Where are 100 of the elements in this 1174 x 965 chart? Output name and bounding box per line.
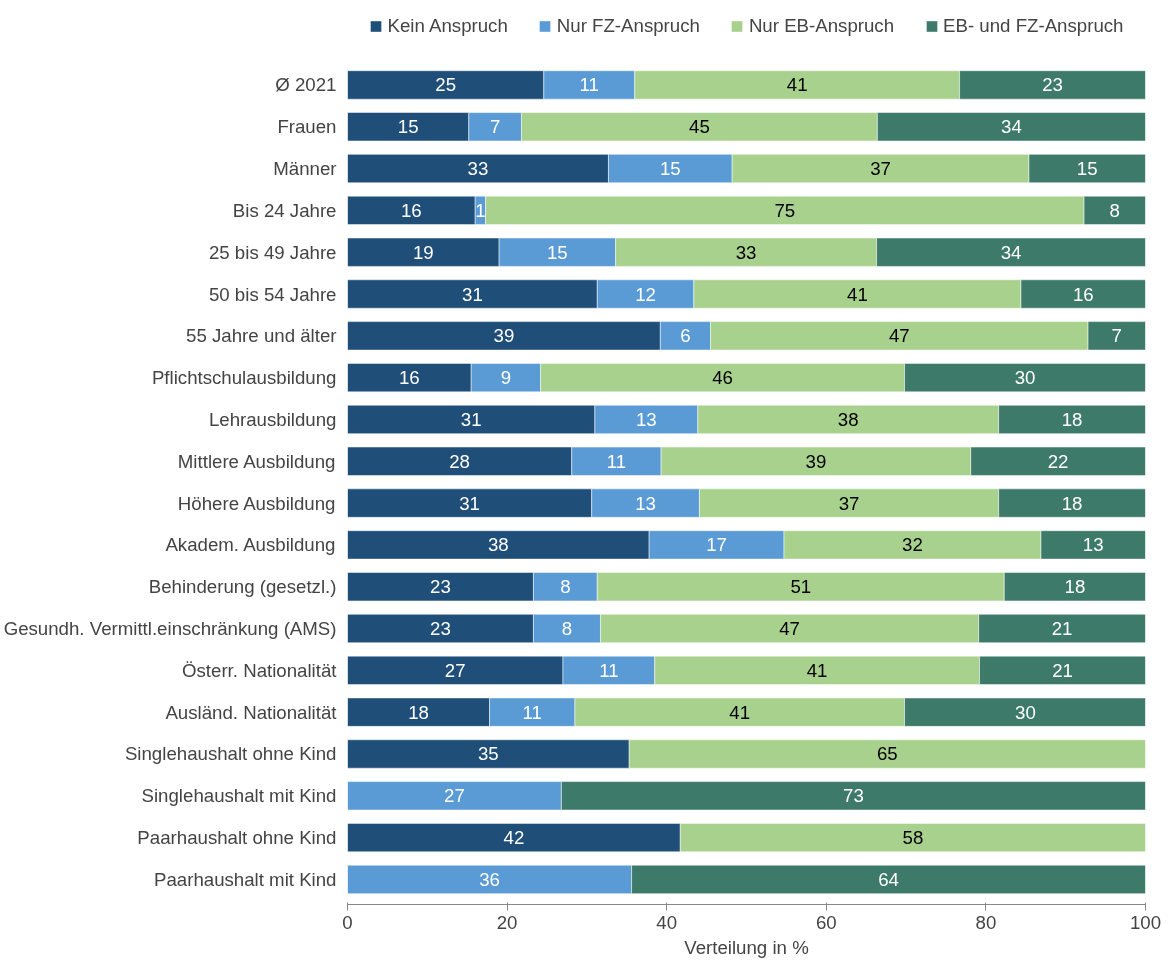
data-label: 19: [412, 241, 434, 263]
legend-label: EB- und FZ-Anspruch: [943, 15, 1124, 37]
data-label: 46: [712, 367, 733, 389]
data-label: 13: [635, 408, 657, 430]
y-tick-label: 50 bis 54 Jahre: [208, 283, 337, 305]
data-label: 21: [1052, 659, 1073, 681]
data-label: 7: [489, 116, 501, 138]
data-label: 39: [805, 450, 827, 472]
y-tick-label: Frauen: [277, 116, 337, 138]
y-tick-label: Lehrausbildung: [208, 408, 337, 430]
x-axis-title: Verteilung in %: [684, 936, 809, 958]
y-tick-label: Höhere Ausbildung: [177, 492, 336, 514]
y-tick-label: Singlehaushalt ohne Kind: [124, 743, 337, 765]
data-label: 27: [444, 785, 465, 807]
data-label: 39: [493, 325, 515, 347]
data-label: 41: [729, 701, 751, 723]
data-label: 47: [779, 618, 800, 640]
legend-label: Nur EB-Anspruch: [748, 15, 895, 37]
data-label: 41: [786, 74, 808, 96]
data-label: 1: [475, 199, 486, 221]
data-label: 13: [1082, 534, 1104, 556]
data-label: 36: [479, 868, 500, 890]
legend-label: Nur FZ-Anspruch: [556, 15, 700, 37]
data-label: 23: [430, 618, 451, 640]
data-label: 7: [1111, 325, 1122, 347]
data-label: 8: [1109, 199, 1120, 221]
data-label: 15: [659, 158, 681, 180]
data-label: 16: [400, 199, 422, 221]
x-tick-label: 20: [496, 911, 518, 933]
data-label: 17: [706, 534, 727, 556]
data-label: 16: [398, 367, 420, 389]
data-label: 31: [459, 492, 480, 514]
y-tick-label: Akadem. Ausbildung: [165, 534, 336, 556]
x-tick-label: 40: [656, 911, 678, 933]
data-label: 65: [876, 743, 898, 765]
y-tick-label: Österr. Nationalität: [182, 659, 338, 681]
data-label: 22: [1047, 450, 1069, 472]
data-label: 8: [560, 576, 571, 598]
data-label: 11: [522, 701, 542, 723]
data-label: 33: [735, 241, 757, 263]
data-label: 38: [837, 408, 859, 430]
data-label: 21: [1051, 618, 1073, 640]
data-label: 41: [806, 659, 828, 681]
data-label: 34: [1000, 241, 1022, 263]
data-label: 12: [635, 283, 656, 305]
x-tick-label: 100: [1129, 911, 1162, 933]
data-label: 15: [547, 241, 568, 263]
data-label: 37: [870, 158, 891, 180]
data-label: 31: [460, 408, 482, 430]
data-label: 30: [1015, 701, 1036, 723]
data-label: 75: [774, 199, 796, 221]
data-label: 45: [689, 116, 710, 138]
data-label: 25: [435, 74, 457, 96]
data-label: 37: [838, 492, 860, 514]
y-tick-label: Bis 24 Jahre: [232, 199, 337, 221]
data-label: 16: [1072, 283, 1094, 305]
data-label: 11: [606, 450, 627, 472]
data-label: 18: [1061, 492, 1083, 514]
data-label: 9: [500, 367, 512, 389]
data-label: 58: [902, 827, 924, 849]
y-tick-label: Behinderung (gesetzl.): [148, 576, 337, 598]
data-label: 33: [467, 158, 489, 180]
data-label: 35: [477, 743, 499, 765]
data-label: 8: [561, 618, 573, 640]
y-tick-label: 55 Jahre und älter: [186, 325, 337, 347]
data-label: 64: [878, 868, 899, 890]
data-label: 42: [503, 827, 525, 849]
data-label: 32: [902, 534, 923, 556]
x-tick-label: 60: [815, 911, 837, 933]
data-label: 13: [635, 492, 656, 514]
y-tick-label: Gesundh. Vermittl.einschränkung (AMS): [3, 618, 337, 640]
data-label: 27: [444, 659, 466, 681]
x-tick-label: 80: [975, 911, 997, 933]
data-label: 18: [1061, 408, 1083, 430]
y-tick-label: Ausländ. Nationalität: [165, 701, 338, 723]
y-tick-label: Singlehaushalt mit Kind: [141, 785, 337, 807]
y-tick-label: Männer: [273, 158, 337, 180]
y-tick-label: Mittlere Ausbildung: [177, 450, 336, 472]
data-label: 47: [888, 325, 910, 347]
data-label: 23: [1042, 74, 1063, 96]
y-tick-label: Paarhaushalt ohne Kind: [137, 827, 337, 849]
data-label: 18: [1064, 576, 1086, 598]
data-label: 34: [1001, 116, 1022, 138]
data-label: 15: [397, 116, 419, 138]
data-label: 15: [1076, 158, 1098, 180]
data-label: 38: [487, 534, 509, 556]
data-label: 11: [579, 74, 599, 96]
y-tick-label: Pflichtschulausbildung: [151, 367, 337, 389]
y-tick-label: Ø 2021: [275, 74, 337, 96]
data-label: 73: [843, 785, 864, 807]
data-label: 31: [462, 283, 483, 305]
y-tick-label: 25 bis 49 Jahre: [208, 241, 337, 263]
y-tick-label: Paarhaushalt mit Kind: [153, 868, 337, 890]
data-label: 41: [847, 283, 868, 305]
data-label: 51: [790, 576, 812, 598]
data-label: 11: [599, 659, 619, 681]
data-label: 30: [1014, 367, 1036, 389]
data-label: 23: [430, 576, 451, 598]
data-label: 28: [449, 450, 471, 472]
legend-label: Kein Anspruch: [387, 15, 508, 37]
